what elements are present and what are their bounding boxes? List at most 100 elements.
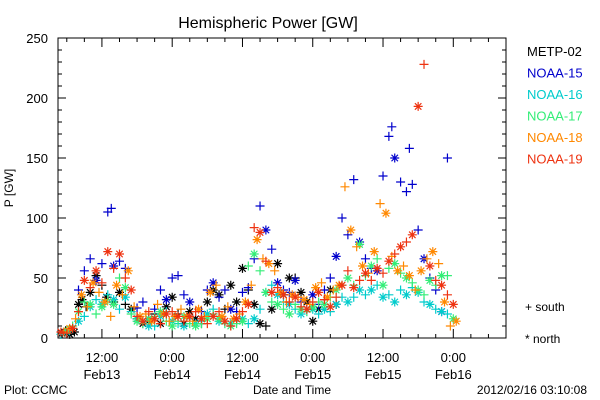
data-point-north	[401, 290, 411, 300]
data-point-south	[167, 273, 177, 283]
data-point-north	[378, 292, 388, 302]
data-point-south	[442, 290, 452, 300]
data-point-south	[106, 311, 116, 321]
data-point-south	[337, 213, 347, 223]
data-point-north	[91, 271, 101, 281]
data-point-north	[191, 321, 201, 331]
data-point-north	[232, 297, 242, 307]
data-point-south	[129, 302, 139, 312]
legend-entry: NOAA-18	[527, 130, 583, 145]
data-point-south	[214, 292, 224, 302]
data-point-south	[366, 275, 376, 285]
data-point-north	[185, 307, 195, 317]
data-point-south	[97, 259, 107, 269]
data-point-north	[226, 280, 236, 290]
data-point-north	[249, 299, 259, 309]
data-point-north	[355, 285, 365, 295]
data-point-north	[302, 304, 312, 314]
data-point-south	[62, 328, 72, 338]
data-point-south	[179, 290, 189, 300]
x-tick-date-label: Feb14	[154, 367, 191, 382]
data-point-south	[273, 283, 283, 293]
data-point-north	[296, 309, 306, 319]
data-point-north	[349, 283, 359, 293]
y-tick-label: 200	[26, 91, 48, 106]
data-point-north	[179, 321, 189, 331]
data-point-south	[144, 307, 154, 317]
plot-frame	[57, 37, 507, 339]
data-point-south	[352, 242, 362, 252]
data-point-north	[319, 304, 329, 314]
data-point-north	[220, 316, 230, 326]
data-point-south	[375, 199, 385, 209]
data-point-south	[109, 263, 119, 273]
data-point-north	[255, 227, 265, 237]
x-tick-time-label: 0:00	[441, 350, 466, 365]
data-point-south	[237, 307, 247, 317]
data-point-north	[393, 266, 403, 276]
data-point-north	[167, 292, 177, 302]
data-point-south	[401, 187, 411, 197]
data-point-north	[267, 287, 277, 297]
data-point-north	[366, 261, 376, 271]
data-point-south	[132, 311, 142, 321]
data-point-north	[132, 316, 142, 326]
data-point-south	[442, 309, 452, 319]
data-point-north	[308, 316, 318, 326]
data-point-north	[226, 304, 236, 314]
data-point-north	[202, 314, 212, 324]
data-point-north	[381, 208, 391, 218]
data-point-south	[331, 292, 341, 302]
data-point-north	[343, 273, 353, 283]
data-point-north	[205, 287, 215, 297]
data-point-north	[273, 259, 283, 269]
data-point-south	[422, 254, 432, 264]
series-noaa-19	[56, 59, 458, 338]
data-point-north	[428, 247, 438, 257]
data-point-north	[322, 292, 332, 302]
data-point-south	[387, 122, 397, 132]
data-point-north	[232, 314, 242, 324]
data-point-north	[267, 304, 277, 314]
data-point-north	[120, 283, 130, 293]
data-point-south	[261, 256, 271, 266]
data-point-south	[202, 319, 212, 329]
data-point-north	[88, 278, 98, 288]
data-point-south	[85, 283, 95, 293]
data-point-south	[255, 304, 265, 314]
data-point-south	[401, 237, 411, 247]
y-tick-label: 250	[26, 31, 48, 46]
data-point-south	[164, 316, 174, 326]
x-tick-time-label: 0:00	[160, 350, 185, 365]
data-point-south	[396, 285, 406, 295]
x-tick-time-label: 0:00	[300, 350, 325, 365]
data-point-north	[451, 316, 461, 326]
data-point-south	[270, 266, 280, 276]
data-point-north	[404, 271, 414, 281]
data-point-south	[442, 153, 452, 163]
data-point-south	[434, 259, 444, 269]
data-point-north	[109, 299, 119, 309]
data-point-north	[358, 261, 368, 271]
data-point-south	[413, 225, 423, 235]
data-point-south	[328, 285, 338, 295]
data-point-north	[448, 299, 458, 309]
data-point-north	[126, 285, 136, 295]
footer-timestamp: 2012/02/16 03:10:08	[477, 383, 587, 397]
data-point-north	[167, 321, 177, 331]
data-point-north	[69, 327, 79, 337]
data-point-north	[366, 285, 376, 295]
data-point-north	[120, 292, 130, 302]
data-point-south	[360, 290, 370, 300]
data-point-north	[102, 292, 112, 302]
data-point-north	[161, 309, 171, 319]
data-point-north	[331, 299, 341, 309]
data-point-south	[237, 287, 247, 297]
marker-key-south: + south	[525, 300, 565, 314]
data-point-north	[343, 297, 353, 307]
chart-title: Hemispheric Power [GW]	[178, 15, 358, 32]
data-point-south	[384, 290, 394, 300]
data-point-south	[445, 321, 455, 331]
data-point-south	[79, 311, 89, 321]
